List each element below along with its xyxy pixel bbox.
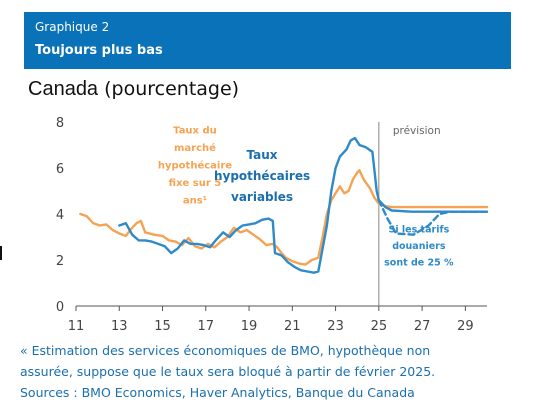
footnote-line-2: assurée, suppose que le taux sera bloqué… <box>20 364 436 379</box>
series-label-2-line-1: douaniers <box>392 241 446 252</box>
series-line-2 <box>377 199 489 236</box>
series-label-0-line-2: hypothécaire <box>158 160 232 172</box>
series-label-2-line-0: Si les tarifs <box>388 224 449 235</box>
series-label-0: Taux du marché hypothécaire fixe sur 5 ans¹ <box>158 126 232 207</box>
series-label-0-line-1: marché <box>174 142 216 154</box>
series-label-1-line-0: Taux <box>247 148 278 162</box>
x-tick-label-21: 21 <box>284 319 301 334</box>
chart-kicker: Graphique 2 <box>35 20 110 34</box>
x-tick-label-15: 15 <box>154 319 171 334</box>
chart-header: Graphique 2 Toujours plus bas <box>24 12 511 69</box>
y-tick-label-8: 8 <box>56 116 64 131</box>
series-label-1-line-1: hypothécaires <box>214 169 310 183</box>
line-chart: 11 13 15 17 19 21 23 25 27 29 0 2 4 6 8 prévision Taux d… <box>56 116 489 334</box>
x-tick-label-23: 23 <box>327 319 344 334</box>
series-label-1: Taux hypothécaires variables <box>214 148 310 204</box>
series-line-1 <box>118 136 489 274</box>
series-label-0-line-3: fixe sur 5 <box>169 178 222 189</box>
y-tick-label-2: 2 <box>56 254 64 269</box>
unit-label: (pourcentage) <box>104 78 240 100</box>
x-tick-label-13: 13 <box>111 319 128 334</box>
x-tick-label-25: 25 <box>371 319 388 334</box>
sources-line: Sources : BMO Economics, Haver Analytics… <box>20 385 415 400</box>
y-tick-label-6: 6 <box>56 162 64 177</box>
x-tick-label-11: 11 <box>68 319 85 334</box>
forecast-label: prévision <box>393 125 441 137</box>
series-label-0-line-4: ans¹ <box>183 196 207 207</box>
chart-subtitle: Canada (pourcentage) <box>28 78 239 101</box>
series-label-1-line-2: variables <box>231 190 293 204</box>
series-label-0-line-0: Taux du <box>173 126 217 137</box>
footnote-line-1: « Estimation des services économiques de… <box>20 343 431 358</box>
series-line-0 <box>79 169 489 266</box>
series-label-2-line-2: sont de 25 % <box>384 258 454 269</box>
series-label-2: Si les tarifs douaniers sont de 25 % <box>384 224 454 268</box>
y-tick-label-4: 4 <box>56 208 64 223</box>
x-tick-label-27: 27 <box>414 319 431 334</box>
chart-title: Toujours plus bas <box>35 43 163 58</box>
country-label: Canada <box>28 78 99 100</box>
edge-mark <box>0 246 2 260</box>
y-tick-label-0: 0 <box>56 300 64 315</box>
x-tick-label-29: 29 <box>457 319 474 334</box>
x-tick-label-17: 17 <box>198 319 215 334</box>
x-tick-label-19: 19 <box>241 319 258 334</box>
